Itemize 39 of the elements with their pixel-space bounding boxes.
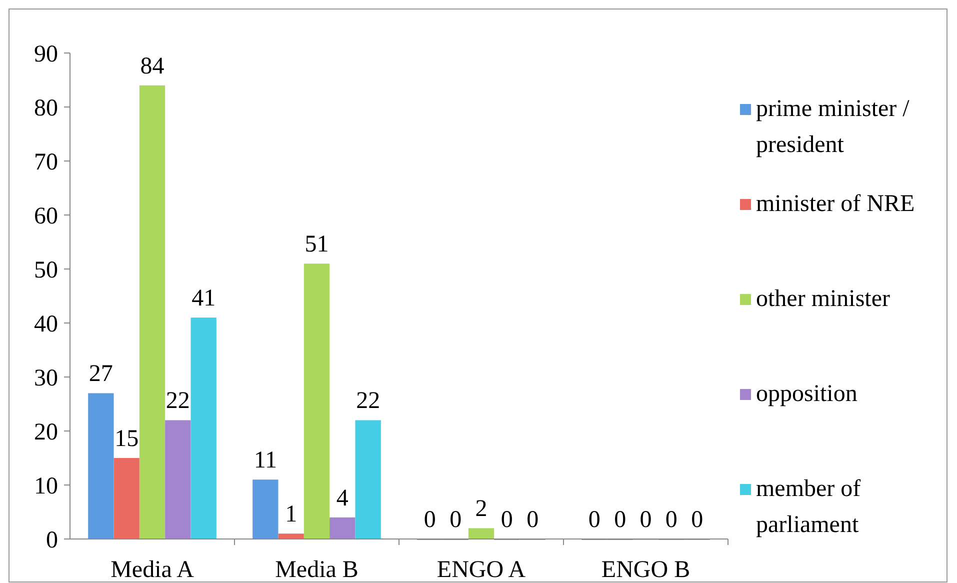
x-tick-label: ENGO B	[601, 557, 690, 583]
x-tick-label: Media A	[110, 557, 195, 583]
data-label: 0	[665, 507, 678, 533]
y-tick-label: 50	[34, 257, 58, 284]
data-label: 0	[640, 507, 652, 533]
y-tick-label: 40	[34, 311, 58, 338]
legend-label: minister of NRE	[756, 191, 915, 217]
data-label: 1	[285, 502, 298, 528]
data-label: 51	[304, 232, 329, 258]
y-tick-label: 90	[34, 41, 58, 68]
y-tick-label: 10	[34, 473, 58, 500]
data-label: 2	[475, 496, 488, 522]
data-label: 41	[192, 286, 216, 312]
data-label: 22	[356, 388, 380, 414]
data-label: 0	[424, 507, 436, 533]
y-tick-label: 0	[46, 527, 58, 554]
data-label: 0	[500, 507, 513, 533]
data-label: 4	[336, 485, 348, 512]
data-label: 0	[691, 507, 704, 533]
y-tick-label: 70	[34, 149, 58, 176]
data-label: 0	[614, 507, 626, 533]
data-label: 0	[588, 507, 600, 533]
legend-label: member of parliament	[756, 476, 861, 538]
legend-label: opposition	[756, 381, 858, 407]
y-tick-label: 80	[34, 95, 58, 122]
data-label: 84	[140, 53, 164, 80]
data-label: 0	[526, 507, 539, 533]
legend-label: other minister	[756, 286, 890, 312]
x-tick-label: Media B	[275, 557, 358, 583]
data-label: 11	[254, 448, 277, 474]
data-label: 0	[450, 507, 462, 533]
y-tick-label: 60	[34, 203, 58, 230]
data-label: 27	[88, 361, 113, 388]
data-label: 22	[166, 388, 190, 414]
y-tick-label: 20	[34, 419, 58, 446]
legend-label: prime minister / president	[756, 96, 910, 158]
y-tick-label: 30	[34, 365, 58, 392]
data-label: 15	[114, 426, 139, 452]
x-tick-label: ENGO A	[436, 557, 526, 583]
